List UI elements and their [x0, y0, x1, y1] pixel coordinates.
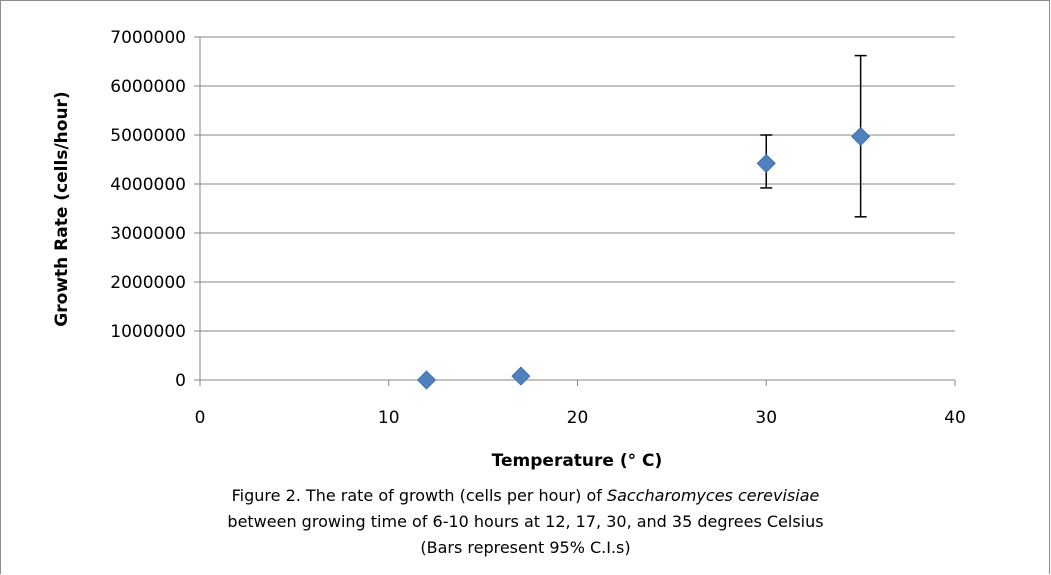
y-tick-label: 1000000	[110, 322, 186, 342]
y-tick-label: 0	[175, 371, 186, 391]
data-points	[416, 126, 871, 390]
caption-line-1: Figure 2. The rate of growth (cells per …	[0, 483, 1051, 509]
y-tick-label: 5000000	[110, 126, 186, 146]
error-bars	[760, 54, 867, 218]
x-axis-title: Temperature (° C)	[492, 451, 663, 471]
data-point	[416, 370, 437, 390]
y-tick-label: 7000000	[110, 28, 186, 48]
y-tick-label: 6000000	[110, 77, 186, 97]
data-point	[511, 366, 531, 386]
x-tick-label: 20	[567, 408, 589, 428]
y-tick-label: 4000000	[110, 175, 186, 195]
caption-line-2: between growing time of 6-10 hours at 12…	[227, 512, 824, 531]
x-tick-label: 10	[378, 408, 400, 428]
caption-species: Saccharomyces cerevisiae	[606, 486, 820, 505]
axes	[194, 36, 956, 386]
x-tick-label: 40	[944, 408, 966, 428]
caption-prefix: Figure 2. The rate of growth (cells per …	[231, 486, 607, 505]
x-tick-labels: 0 10 20 30 40	[195, 408, 966, 428]
caption-line-3: (Bars represent 95% C.I.s)	[420, 538, 631, 557]
y-tick-labels: 0 1000000 2000000 3000000 4000000 5000000 6000…	[110, 28, 186, 391]
gridlines	[200, 36, 955, 332]
data-point	[851, 126, 871, 147]
y-tick-label: 3000000	[110, 224, 186, 244]
x-tick-label: 30	[755, 408, 777, 428]
y-axis-title: Growth Rate (cells/hour)	[52, 91, 72, 326]
data-point	[756, 153, 776, 173]
x-tick-label: 0	[195, 408, 206, 428]
y-tick-label: 2000000	[110, 273, 186, 293]
